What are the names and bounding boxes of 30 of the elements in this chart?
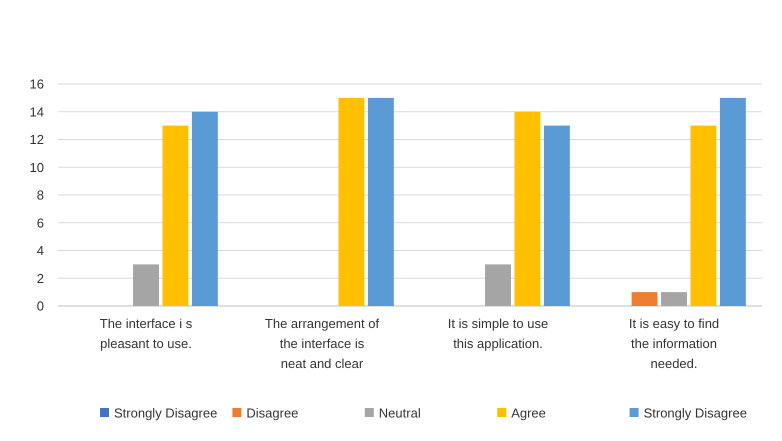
y-tick-label: 4 <box>36 243 44 258</box>
legend-label: Strongly Disagree <box>644 406 747 421</box>
y-tick-label: 16 <box>30 76 44 92</box>
x-tick-label: It is easy to find the information needed. <box>628 316 720 371</box>
bar <box>690 126 716 306</box>
bar <box>162 126 188 306</box>
bar <box>192 112 218 306</box>
y-tick-label: 6 <box>36 215 44 230</box>
y-tick-label: 0 <box>36 298 44 314</box>
y-tick-label: 2 <box>36 270 44 286</box>
bar <box>720 98 746 306</box>
y-tick-label: 10 <box>30 160 44 175</box>
x-tick-label: The arrangement of the interface is neat and clear <box>264 316 380 371</box>
y-tick-label: 8 <box>36 188 44 203</box>
bar <box>514 112 540 306</box>
bar <box>632 292 658 306</box>
x-tick-label: It is simple to use this application. <box>448 316 548 351</box>
legend-label: Agree <box>511 406 546 421</box>
legend-label: Strongly Disagree <box>114 406 218 421</box>
y-tick-label: 14 <box>30 104 44 120</box>
bar <box>485 264 511 306</box>
x-tick-label: The interface i s pleasant to use. <box>100 316 193 351</box>
bar <box>661 292 687 306</box>
y-tick-label: 12 <box>30 132 44 148</box>
legend-label: Neutral <box>378 406 421 421</box>
bar <box>338 98 364 306</box>
bar <box>544 126 570 306</box>
bar <box>133 264 159 306</box>
legend-label: Disagree <box>246 406 298 421</box>
bar <box>368 98 394 306</box>
